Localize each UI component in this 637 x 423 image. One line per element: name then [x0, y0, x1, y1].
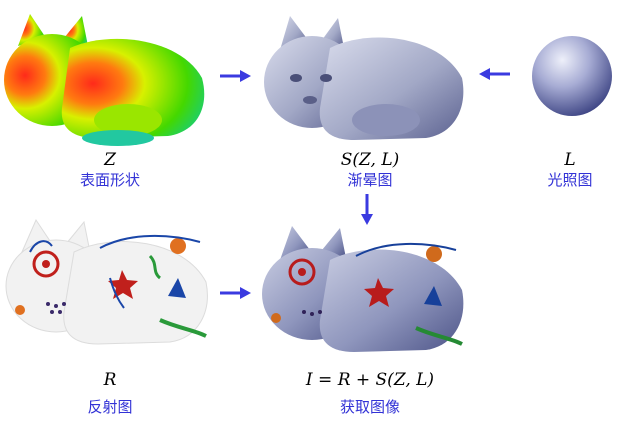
paint-pattern	[15, 234, 207, 338]
reflectance-image	[5, 218, 208, 345]
surface-caption: 表面形状	[79, 171, 140, 189]
white-cat-body	[5, 218, 208, 345]
surface-shape-image	[4, 14, 205, 146]
surface-symbol: Z	[104, 150, 116, 170]
light-sphere-image	[532, 36, 612, 116]
arrow-light-to-shading	[479, 68, 510, 80]
light-sphere	[532, 36, 612, 116]
arrow-reflectance-to-image	[220, 287, 251, 299]
image-caption: 获取图像	[339, 398, 400, 416]
heat-cat-body	[4, 14, 205, 146]
arrow-shading-to-image	[361, 194, 373, 225]
combined-cat-body	[262, 226, 464, 352]
reflectance-symbol: R	[103, 370, 117, 390]
arrow-surface-to-shading	[220, 70, 251, 82]
image-symbol: I = R + S(Z, L)	[305, 370, 435, 390]
combined-paint-pattern	[271, 242, 463, 346]
light-caption: 光照图	[547, 171, 593, 189]
gray-cat-body	[264, 16, 464, 141]
shading-image	[264, 16, 464, 141]
shading-caption: 渐晕图	[347, 171, 393, 189]
acquired-image	[262, 226, 464, 352]
reflectance-caption: 反射图	[87, 398, 133, 416]
light-symbol: L	[564, 150, 576, 170]
shading-symbol: S(Z, L)	[340, 150, 400, 170]
